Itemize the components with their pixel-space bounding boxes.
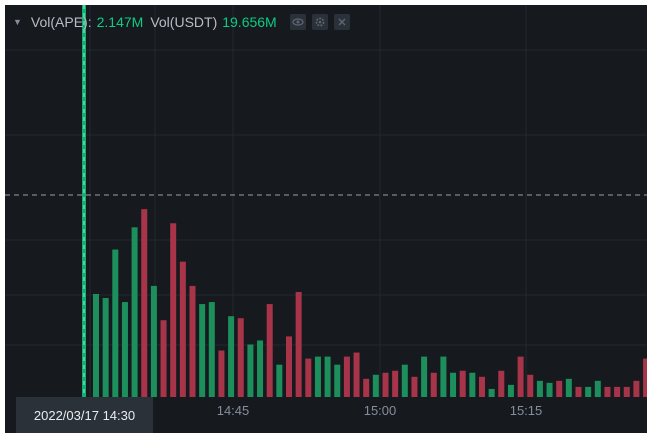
volume-bar <box>623 386 630 397</box>
collapse-caret-icon[interactable]: ▼ <box>13 17 22 27</box>
volume-bar <box>363 378 370 397</box>
volume-bar <box>228 316 235 397</box>
volume-bar <box>392 370 399 397</box>
volume-bar <box>295 291 302 397</box>
volume-bar <box>199 304 206 397</box>
close-icon[interactable] <box>333 14 350 30</box>
volume-bar <box>556 380 563 397</box>
volume-bar <box>324 356 331 397</box>
volume-chart <box>5 5 647 397</box>
volume-bar <box>411 376 418 397</box>
volume-bar <box>643 358 647 397</box>
x-tick-label: 14:45 <box>216 403 250 418</box>
volume-bar <box>517 356 524 397</box>
volume-bar <box>218 350 225 397</box>
vol-base-label: Vol(APE): <box>30 14 92 30</box>
volume-bar <box>112 249 119 397</box>
volume-bar <box>208 302 215 397</box>
volume-bar <box>604 386 611 397</box>
volume-bar <box>314 356 321 397</box>
volume-bar <box>382 372 389 397</box>
volume-bar <box>247 344 254 397</box>
volume-bar <box>102 298 109 397</box>
volume-bar <box>343 356 350 397</box>
volume-bar <box>469 372 476 397</box>
x-tick-label: 15:00 <box>363 403 397 418</box>
volume-bar <box>93 293 99 397</box>
volume-bar <box>479 376 485 397</box>
volume-bar <box>237 318 244 397</box>
vol-quote-value: 19.656M <box>222 14 277 30</box>
volume-bar <box>440 356 447 397</box>
volume-bar <box>334 364 341 397</box>
volume-bar <box>121 302 128 397</box>
volume-bar <box>575 386 582 397</box>
volume-bar <box>421 356 428 397</box>
vol-quote-label: Vol(USDT) <box>150 14 218 30</box>
volume-bar <box>546 382 553 397</box>
volume-bar <box>189 285 196 397</box>
volume-bar <box>430 372 437 397</box>
volume-bar <box>160 320 167 397</box>
volume-bar <box>276 364 283 397</box>
volume-bar <box>286 336 292 397</box>
volume-bar <box>170 223 177 397</box>
volume-bar <box>507 384 514 397</box>
crosshair-time-label: 2022/03/17 14:30 <box>16 397 153 433</box>
volume-bar <box>179 261 186 397</box>
volume-bar <box>141 209 148 397</box>
volume-bar <box>257 340 264 397</box>
volume-bar <box>527 374 534 397</box>
volume-bar <box>488 388 495 397</box>
volume-bar <box>594 380 601 397</box>
volume-bar <box>614 386 621 397</box>
x-tick-label: 15:15 <box>509 403 543 418</box>
volume-bar <box>266 304 273 397</box>
volume-bar <box>633 380 640 397</box>
volume-bar <box>585 386 592 397</box>
volume-bar <box>459 370 466 397</box>
volume-bar <box>305 358 312 397</box>
volume-bar <box>498 370 505 397</box>
volume-bar <box>536 380 543 397</box>
volume-bar <box>450 372 457 397</box>
volume-bar <box>565 378 572 397</box>
volume-bar <box>150 285 157 397</box>
volume-bar <box>131 227 138 397</box>
volume-bar <box>372 374 379 397</box>
volume-bar <box>353 352 360 397</box>
volume-bar <box>401 364 408 397</box>
volume-legend: ▼ Vol(APE): 2.147M Vol(USDT) 19.656M <box>13 14 350 30</box>
gear-icon[interactable] <box>311 14 328 30</box>
eye-icon[interactable] <box>289 14 306 30</box>
vol-base-value: 2.147M <box>96 14 144 30</box>
volume-panel: ▼ Vol(APE): 2.147M Vol(USDT) 19.656M 14:… <box>5 5 647 433</box>
